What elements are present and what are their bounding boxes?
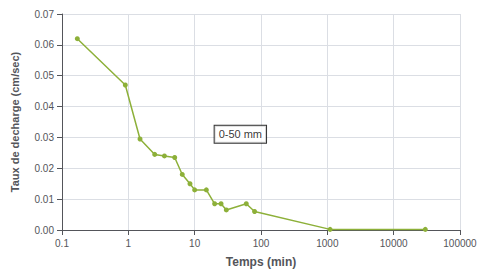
- svg-text:1000: 1000: [316, 238, 339, 249]
- svg-text:100: 100: [253, 238, 270, 249]
- svg-text:0.04: 0.04: [35, 101, 55, 112]
- svg-text:0.05: 0.05: [35, 70, 55, 81]
- svg-text:100000: 100000: [443, 238, 477, 249]
- svg-text:10: 10: [189, 238, 201, 249]
- svg-text:0.06: 0.06: [35, 39, 55, 50]
- svg-text:0-50 mm: 0-50 mm: [219, 128, 262, 140]
- svg-text:0.01: 0.01: [35, 194, 55, 205]
- svg-text:0.00: 0.00: [35, 225, 55, 236]
- svg-text:0.03: 0.03: [35, 132, 55, 143]
- svg-text:Temps (min): Temps (min): [226, 255, 296, 269]
- svg-text:0.02: 0.02: [35, 163, 55, 174]
- svg-text:10000: 10000: [380, 238, 408, 249]
- svg-text:1: 1: [126, 238, 132, 249]
- svg-text:0.1: 0.1: [55, 238, 69, 249]
- svg-text:Taux de decharge (cm/sec): Taux de decharge (cm/sec): [9, 51, 21, 192]
- svg-text:0.07: 0.07: [35, 9, 55, 20]
